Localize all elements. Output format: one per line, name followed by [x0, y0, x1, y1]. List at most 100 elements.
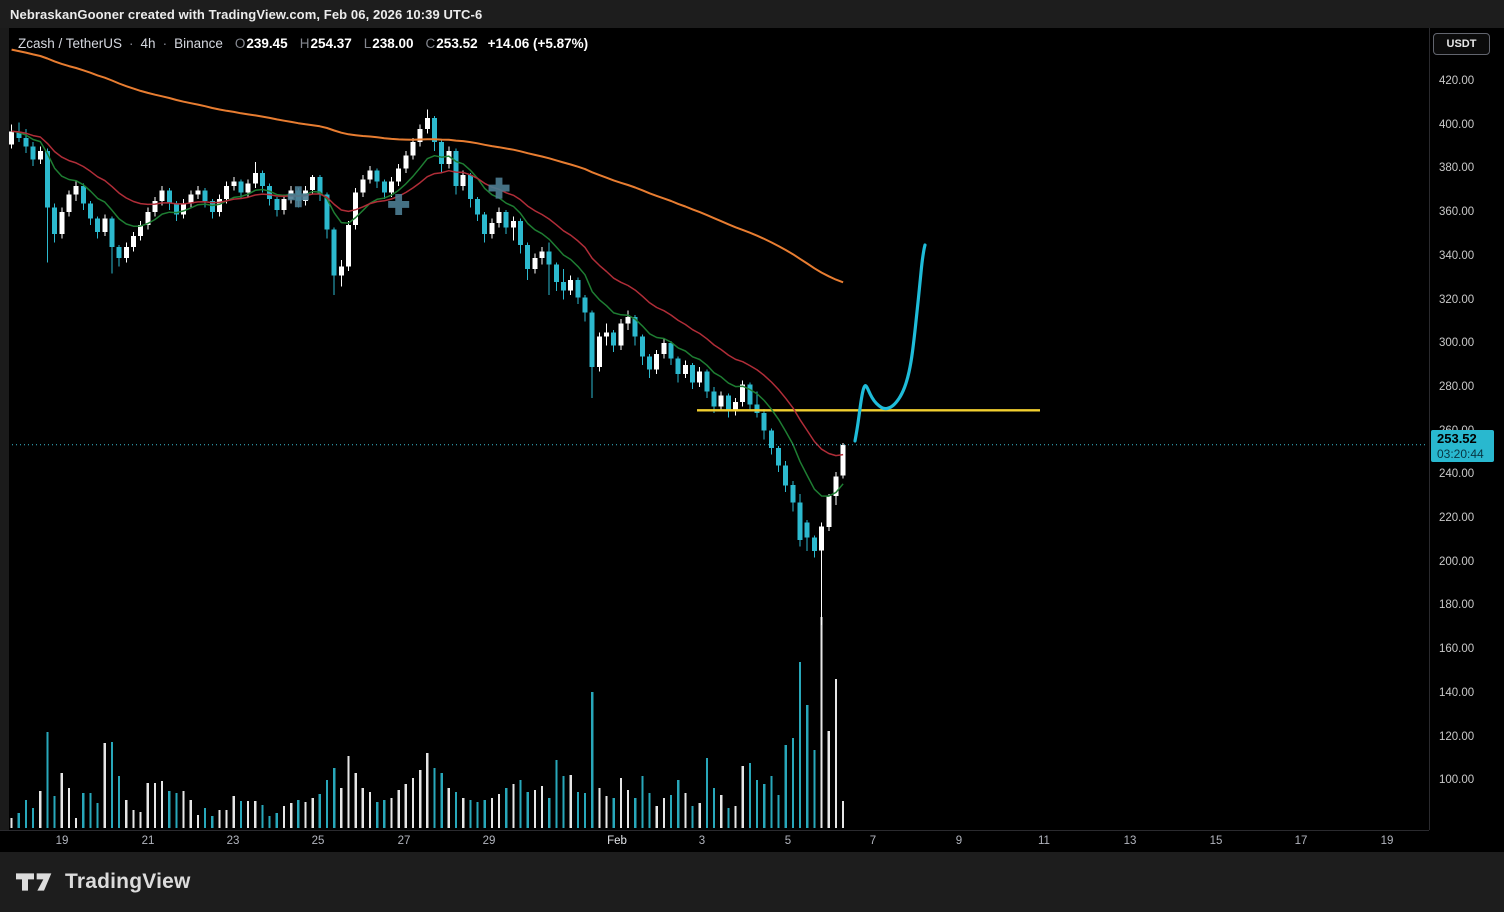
volume-bar: [347, 756, 350, 828]
candle-body: [410, 142, 416, 156]
volume-bar: [211, 816, 214, 828]
chart-svg[interactable]: [0, 28, 1428, 830]
volume-bar: [791, 738, 794, 828]
candle-body: [195, 190, 201, 195]
candle-body: [754, 404, 760, 414]
ma-long-line: [11, 48, 844, 284]
candle-body: [181, 203, 187, 215]
candle-body: [331, 229, 337, 276]
ema-cross-marker[interactable]: [488, 177, 510, 199]
volume-bar: [813, 750, 816, 828]
ohlc-key: O: [234, 35, 246, 51]
candle-body: [9, 131, 15, 145]
candle-body: [790, 485, 796, 503]
candle-body: [131, 236, 136, 247]
volume-bar: [820, 617, 823, 828]
candle-body: [668, 343, 674, 359]
volume-bar: [218, 810, 221, 828]
volume-bar: [605, 796, 608, 828]
volume-bar: [132, 810, 135, 828]
price-axis-tick: 220.00: [1439, 512, 1475, 524]
volume-bar: [548, 798, 551, 828]
time-axis-tick: Feb: [607, 835, 627, 847]
volume-bar: [641, 776, 644, 828]
volume-bar: [39, 791, 42, 828]
volume-bar: [576, 792, 579, 828]
volume-bar: [770, 776, 773, 828]
time-axis-tick: 3: [698, 835, 706, 847]
candle-body: [23, 137, 29, 147]
time-axis-tick: 11: [1038, 835, 1050, 847]
volume-bar: [526, 792, 529, 828]
volume-bar: [469, 800, 472, 828]
time-axis[interactable]: 19 21 23 25 27 29 Feb 3 5 7 9 11 13 15 17 19: [0, 830, 1429, 853]
price-scale[interactable]: USDT 253.52 03:20:44 420.00 400.00 380.00 3…: [1429, 28, 1504, 830]
time-axis-tick: 19: [55, 835, 69, 847]
volume-bar: [655, 806, 658, 828]
candle-body: [553, 264, 559, 282]
candle-body: [116, 247, 122, 258]
currency-toggle-button[interactable]: USDT: [1433, 33, 1490, 55]
volume-bar: [325, 780, 329, 828]
candle-body: [453, 150, 459, 186]
candle-body: [804, 522, 810, 538]
candle-body: [389, 181, 394, 193]
volume-bar: [713, 788, 716, 828]
volume-bar: [46, 732, 49, 828]
candle-body: [518, 220, 523, 245]
volume-bar: [354, 773, 357, 828]
volume-bar: [777, 795, 780, 828]
candle-body: [604, 332, 609, 337]
candle-body: [711, 391, 717, 407]
candle-body: [324, 194, 330, 230]
volume-bar: [404, 784, 407, 828]
volume-bar: [648, 793, 651, 828]
candle-body: [446, 150, 452, 164]
ema-cross-marker[interactable]: [287, 186, 309, 208]
candle-body: [654, 354, 660, 370]
volume-bar: [290, 803, 293, 828]
ohlc-value: 238.00: [372, 35, 414, 51]
candle-body: [647, 356, 653, 370]
candle-body: [740, 384, 746, 403]
candle-body: [632, 317, 638, 337]
chart-pane[interactable]: Zcash / TetherUS · 4h · Binance O239.45 H…: [0, 28, 1428, 830]
candle-body: [16, 131, 22, 138]
candle-body: [188, 194, 194, 204]
volume-bar: [297, 800, 300, 828]
price-axis-tick: 240.00: [1439, 468, 1475, 481]
volume-bar: [89, 793, 92, 828]
volume-bar: [519, 780, 522, 828]
candle-body: [267, 185, 273, 199]
time-axis-tick: 15: [1209, 835, 1223, 847]
candle-body: [833, 476, 839, 497]
volume-bar: [189, 800, 192, 828]
volume-bar: [82, 793, 85, 828]
time-axis-tick: 19: [1380, 835, 1394, 847]
candle-body: [374, 170, 380, 182]
volume-bar: [612, 798, 615, 828]
symbol-name[interactable]: Zcash / TetherUS: [18, 35, 123, 51]
separator: ·: [162, 35, 168, 51]
change-value: +14.06 (+5.87%): [487, 35, 589, 51]
price-axis-tick: 420.00: [1439, 75, 1475, 87]
candle-body: [725, 395, 731, 411]
candle-body: [561, 282, 566, 291]
volume-bar: [799, 662, 802, 828]
brush-drawing[interactable]: [853, 243, 927, 443]
candle-body: [489, 223, 495, 234]
price-axis-tick: 140.00: [1439, 686, 1475, 699]
tradingview-logo[interactable]: TradingView: [16, 869, 191, 895]
volume-bar: [168, 791, 171, 828]
candle-body: [73, 185, 79, 195]
volume-bar: [505, 788, 508, 828]
candle-body: [123, 247, 129, 258]
candle-body: [231, 181, 237, 186]
volume-bar: [705, 758, 708, 828]
price-axis-tick: 360.00: [1439, 206, 1475, 219]
interval-value[interactable]: 4h: [140, 35, 156, 51]
volume-bar: [118, 776, 121, 828]
time-axis-tick: 21: [141, 835, 155, 847]
ema-cross-marker[interactable]: [388, 193, 410, 215]
candle-body: [496, 212, 502, 223]
